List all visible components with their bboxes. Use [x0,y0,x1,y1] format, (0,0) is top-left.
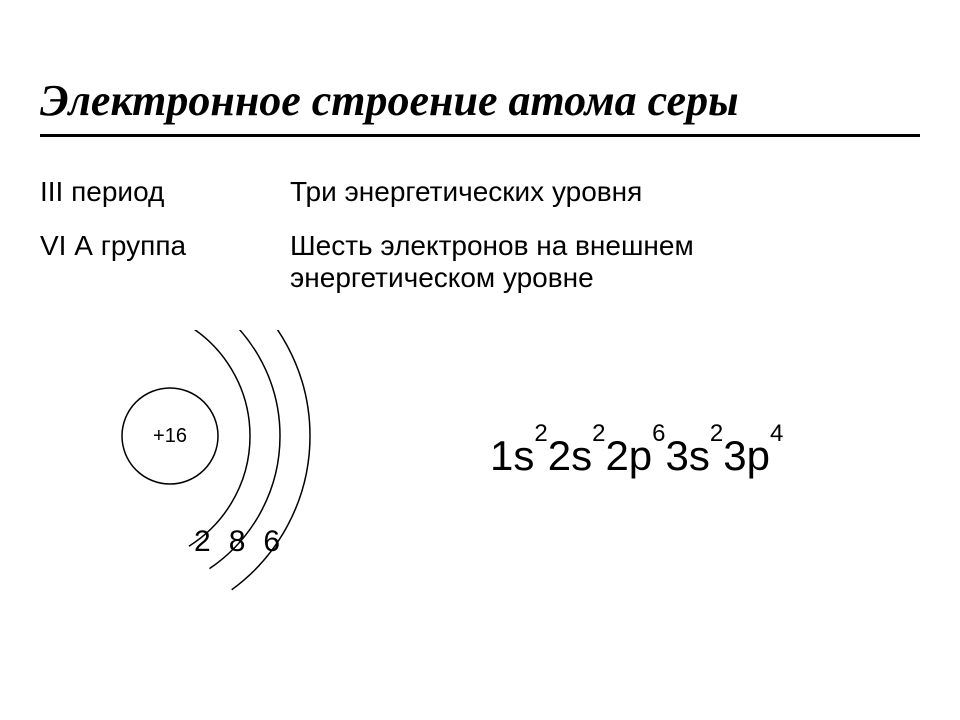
config-orbital: 3p [723,432,770,479]
config-orbital: 2p [605,432,652,479]
info-left-0: III период [40,176,290,208]
config-orbital: 1s [490,432,534,479]
config-exponent: 6 [652,420,665,447]
page-title: Электронное строение атома серы [40,75,739,126]
info-left-1: VI А группа [40,230,290,294]
atom-diagram: +16 [80,330,400,610]
nucleus-label: +16 [153,425,187,447]
shell-count-1: 8 [229,525,246,559]
title-underline [40,134,920,137]
config-orbital: 3s [666,432,710,479]
config-exponent: 2 [534,420,547,447]
info-right-1: Шесть электронов на внешнем энергетическ… [290,230,850,294]
config-exponent: 2 [710,420,723,447]
shell-count-0: 2 [194,525,211,559]
info-table: III период Три энергетических уровня VI … [40,176,850,294]
info-right-0: Три энергетических уровня [290,176,850,208]
shell-count-2: 6 [263,525,280,559]
config-exponent: 4 [770,420,783,447]
config-orbital: 2s [548,432,592,479]
electron-configuration: 1s22s22p63s23p4 [490,432,783,480]
shell-counts: 2 8 6 [194,525,280,559]
config-exponent: 2 [592,420,605,447]
